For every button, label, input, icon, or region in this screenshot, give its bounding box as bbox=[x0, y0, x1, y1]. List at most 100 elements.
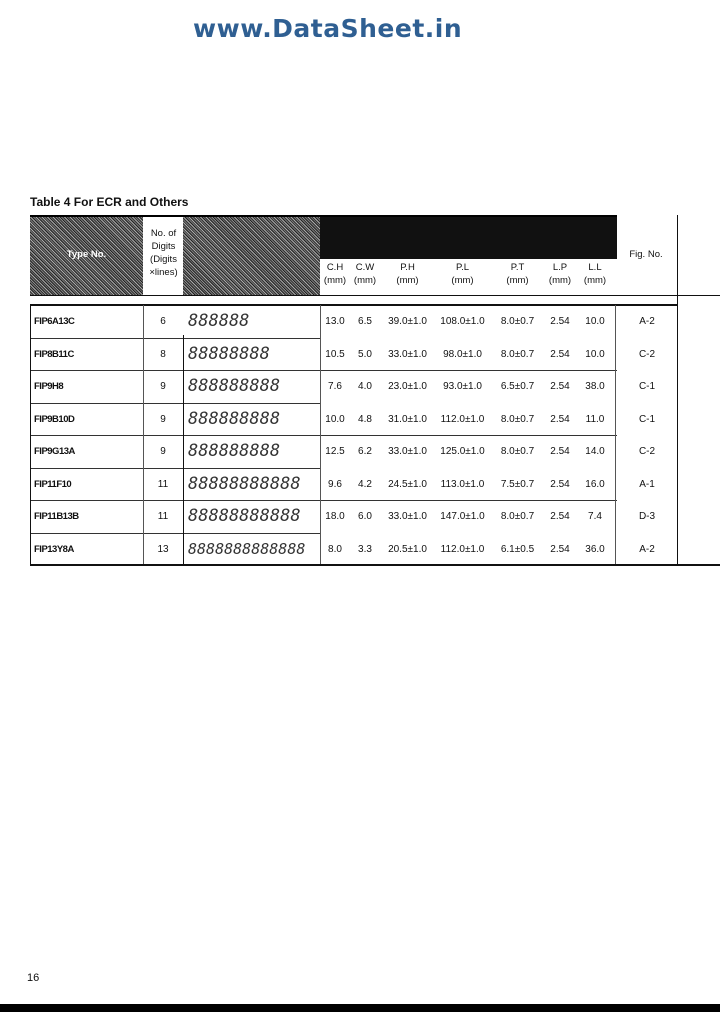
row-rule bbox=[30, 500, 617, 501]
cell-ph: 23.0±1.0 bbox=[388, 381, 427, 392]
bottom-bar bbox=[0, 1004, 720, 1012]
display-segment-pattern: 888888 bbox=[188, 311, 250, 331]
cell-lp: 2.54 bbox=[550, 381, 570, 392]
digit-count: 11 bbox=[157, 478, 169, 490]
cell-ll: 38.0 bbox=[585, 381, 605, 392]
header-digits: No. of Digits (Digits ×lines) bbox=[149, 228, 178, 278]
header-ph-label: P.H bbox=[400, 262, 415, 273]
cell-pt: 6.5±0.7 bbox=[500, 381, 535, 392]
cell-ph: 33.0±1.0 bbox=[388, 348, 427, 360]
cell-pt: 6.1±0.5 bbox=[500, 543, 535, 555]
header-display-bg bbox=[183, 215, 320, 295]
header-pt: P.T (mm) bbox=[490, 261, 545, 287]
cell-fig: C-2 bbox=[638, 446, 656, 457]
cell-pl: 108.0±1.0 bbox=[440, 316, 485, 327]
cell-fig: A-1 bbox=[639, 478, 655, 490]
display-segment-pattern: 88888888 bbox=[188, 343, 270, 364]
display-segment-pattern: 8888888888888 bbox=[188, 539, 306, 558]
cell-ll: 10.0 bbox=[585, 316, 605, 327]
digit-count: 11 bbox=[157, 511, 169, 522]
display-segment-pattern: 88888888888 bbox=[188, 506, 301, 526]
rule bbox=[183, 335, 184, 565]
header-type: Type No. bbox=[66, 249, 107, 260]
rule bbox=[30, 564, 720, 566]
rule bbox=[30, 304, 31, 565]
cell-pl: 112.0±1.0 bbox=[440, 543, 485, 555]
cell-ll: 36.0 bbox=[585, 543, 605, 555]
cell-pt: 8.0±0.7 bbox=[500, 413, 535, 425]
type-no: FIP9H8 bbox=[34, 381, 64, 392]
type-no: FIP8B11C bbox=[34, 348, 74, 360]
row-rule bbox=[30, 370, 617, 371]
cell-fig: C-1 bbox=[638, 413, 656, 425]
cell-pl: 93.0±1.0 bbox=[443, 381, 482, 392]
spec-table: Type No. No. of Digits (Digits ×lines) F… bbox=[30, 215, 720, 566]
cell-lp: 2.54 bbox=[550, 348, 570, 360]
rule bbox=[320, 305, 321, 565]
cell-ll: 11.0 bbox=[585, 413, 605, 425]
header-pl-label: P.L bbox=[455, 262, 470, 273]
row-rule bbox=[30, 337, 320, 339]
table-title: Table 4 For ECR and Others bbox=[30, 195, 189, 209]
cell-pt: 8.0±0.7 bbox=[500, 348, 535, 360]
cell-pl: 98.0±1.0 bbox=[443, 348, 482, 360]
cell-ch: 13.0 bbox=[325, 316, 345, 327]
cell-pl: 112.0±1.0 bbox=[440, 413, 485, 425]
rule bbox=[143, 305, 144, 565]
cell-ll: 10.0 bbox=[585, 348, 605, 360]
cell-pt: 7.5±0.7 bbox=[500, 478, 535, 490]
header-pt-unit: (mm) bbox=[506, 275, 529, 286]
cell-cw: 6.0 bbox=[358, 511, 372, 522]
type-no: FIP9B10D bbox=[34, 413, 75, 425]
header-ll: L.L (mm) bbox=[575, 261, 615, 287]
row-rule bbox=[30, 402, 320, 404]
header-cw: C.W (mm) bbox=[350, 261, 380, 287]
cell-lp: 2.54 bbox=[550, 413, 570, 425]
digit-count: 9 bbox=[160, 381, 166, 392]
header-lp-unit: (mm) bbox=[548, 275, 572, 286]
header-ch-label: C.H bbox=[326, 262, 344, 273]
cell-lp: 2.54 bbox=[550, 511, 570, 522]
header-ch-unit: (mm) bbox=[323, 275, 347, 286]
cell-fig: C-1 bbox=[638, 381, 656, 392]
cell-cw: 3.3 bbox=[358, 543, 372, 555]
cell-fig: C-2 bbox=[638, 348, 656, 360]
cell-ll: 14.0 bbox=[585, 446, 605, 457]
header-ll-label: L.L bbox=[588, 262, 602, 273]
header-pt-label: P.T bbox=[510, 262, 525, 273]
header-cw-unit: (mm) bbox=[353, 275, 377, 286]
header-dims-bg bbox=[320, 215, 617, 259]
cell-ch: 12.5 bbox=[325, 446, 345, 457]
cell-ll: 16.0 bbox=[585, 478, 605, 490]
cell-cw: 6.5 bbox=[358, 316, 372, 327]
cell-fig: A-2 bbox=[639, 316, 655, 327]
digit-count: 6 bbox=[160, 316, 166, 327]
header-fig: Fig. No. bbox=[629, 249, 663, 260]
header-lp-label: L.P bbox=[552, 262, 568, 273]
cell-cw: 4.8 bbox=[358, 413, 372, 425]
rule bbox=[30, 304, 677, 306]
cell-cw: 4.0 bbox=[358, 381, 372, 392]
header-ll-unit: (mm) bbox=[583, 275, 607, 286]
cell-ch: 10.5 bbox=[325, 348, 345, 360]
rule bbox=[30, 295, 720, 296]
row-rule bbox=[30, 467, 320, 469]
header-type-bg bbox=[30, 215, 143, 295]
page-number: 16 bbox=[27, 972, 40, 984]
cell-ch: 9.6 bbox=[328, 478, 342, 490]
cell-cw: 4.2 bbox=[358, 478, 372, 490]
type-no: FIP11F10 bbox=[34, 478, 72, 490]
rule bbox=[677, 215, 678, 565]
cell-fig: D-3 bbox=[638, 511, 656, 522]
rule bbox=[30, 215, 617, 217]
cell-ph: 24.5±1.0 bbox=[388, 478, 427, 490]
cell-pl: 147.0±1.0 bbox=[440, 511, 485, 522]
header-ph: P.H (mm) bbox=[380, 261, 435, 287]
cell-pl: 125.0±1.0 bbox=[440, 446, 485, 457]
type-no: FIP13Y8A bbox=[34, 543, 74, 555]
cell-ll: 7.4 bbox=[588, 511, 602, 522]
cell-pl: 113.0±1.0 bbox=[440, 478, 485, 490]
cell-ph: 20.5±1.0 bbox=[388, 543, 427, 555]
digit-count: 13 bbox=[157, 543, 169, 555]
cell-ph: 31.0±1.0 bbox=[388, 413, 427, 425]
